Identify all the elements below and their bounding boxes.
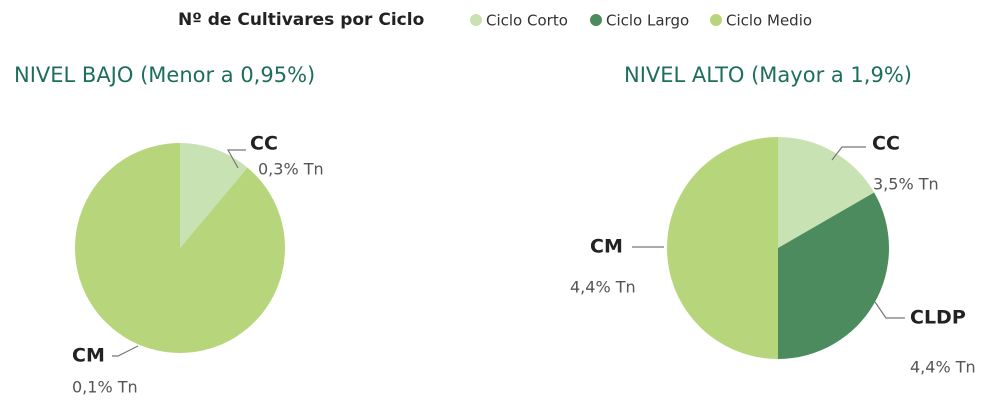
pie-slice <box>667 137 778 359</box>
pie-slice <box>180 143 248 248</box>
data-label: 4,4% Tn <box>570 278 636 297</box>
leader-line <box>831 146 866 161</box>
legend-label: Ciclo Corto <box>486 12 568 30</box>
data-label: 0,1% Tn <box>72 378 138 397</box>
slice-label: CM <box>590 236 623 258</box>
slice-label: CLDP <box>910 307 966 329</box>
pie-slice <box>75 143 285 353</box>
leader-line <box>226 149 246 169</box>
chart-title: NIVEL BAJO (Menor a 0,95%) <box>14 63 315 87</box>
slice-label: CC <box>250 133 278 155</box>
data-label: 0,3% Tn <box>258 160 324 179</box>
legend-swatch <box>710 14 722 26</box>
leader-line <box>874 301 905 319</box>
chart-title: NIVEL ALTO (Mayor a 1,9%) <box>624 63 912 87</box>
data-label: 3,5% Tn <box>873 175 939 194</box>
pie-slice <box>778 192 889 359</box>
pie-slice <box>778 137 875 248</box>
legend-label: Ciclo Largo <box>606 12 689 30</box>
legend-title: Nº de Cultivares por Ciclo <box>178 10 424 30</box>
data-label: 4,4% Tn <box>910 358 976 377</box>
slice-label: CM <box>72 345 105 367</box>
leader-line <box>112 345 139 357</box>
slice-label: CC <box>872 133 900 155</box>
legend-swatch <box>470 14 482 26</box>
legend-swatch <box>590 14 602 26</box>
legend-label: Ciclo Medio <box>726 12 812 30</box>
